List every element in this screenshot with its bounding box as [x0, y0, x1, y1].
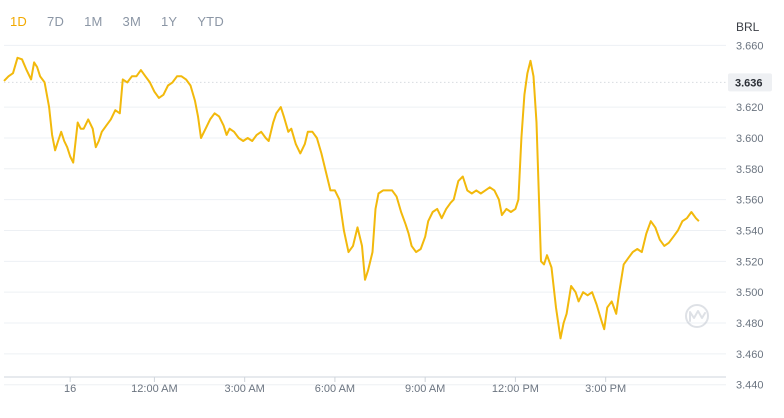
x-tick-label: 12:00 PM: [492, 383, 539, 395]
range-tabs: 1D 7D 1M 3M 1Y YTD: [10, 14, 244, 29]
x-tick-label: 6:00 AM: [315, 383, 355, 395]
y-tick-label: 3.460: [736, 349, 764, 361]
tab-1d[interactable]: 1D: [10, 14, 28, 29]
y-tick-label: 3.540: [736, 225, 764, 237]
tab-1m[interactable]: 1M: [84, 14, 103, 29]
y-tick-label: 3.560: [736, 195, 764, 207]
current-value-badge: [728, 73, 772, 92]
x-tick-label: 9:00 AM: [405, 383, 445, 395]
y-tick-label: 3.480: [736, 318, 764, 330]
grid-lines: [4, 44, 726, 386]
y-tick-label: 3.500: [736, 287, 764, 299]
tab-3m[interactable]: 3M: [122, 14, 141, 29]
y-tick-label: 3.580: [736, 164, 764, 176]
y-tick-label: 3.660: [736, 40, 764, 52]
currency-label: BRL: [736, 20, 760, 34]
y-tick-label: 3.520: [736, 256, 764, 268]
x-tick-label: 3:00 PM: [585, 383, 626, 395]
y-tick-label: 3.600: [736, 133, 764, 145]
tab-1y[interactable]: 1Y: [161, 14, 178, 29]
y-tick-label: 3.440: [736, 380, 764, 392]
x-tick-label: 16: [64, 383, 76, 395]
current-value-marker: 3.636: [728, 73, 772, 92]
current-value-label: 3.636: [735, 77, 763, 89]
coinmarketcap-watermark-icon: [685, 304, 709, 328]
x-tick-label: 12:00 AM: [131, 383, 177, 395]
tab-7d[interactable]: 7D: [47, 14, 65, 29]
tab-ytd[interactable]: YTD: [197, 14, 224, 29]
y-axis-ticks: 3.660 3.620 3.600 3.580 3.560 3.540 3.520 3.500…: [736, 40, 764, 391]
x-tick-label: 3:00 AM: [224, 383, 264, 395]
price-series-line: [3, 56, 700, 340]
y-tick-label: 3.620: [736, 102, 764, 114]
x-axis-ticks: 16 12:00 AM 3:00 AM 6:00 AM 9:00 AM 12:00 PM 3…: [64, 377, 626, 395]
